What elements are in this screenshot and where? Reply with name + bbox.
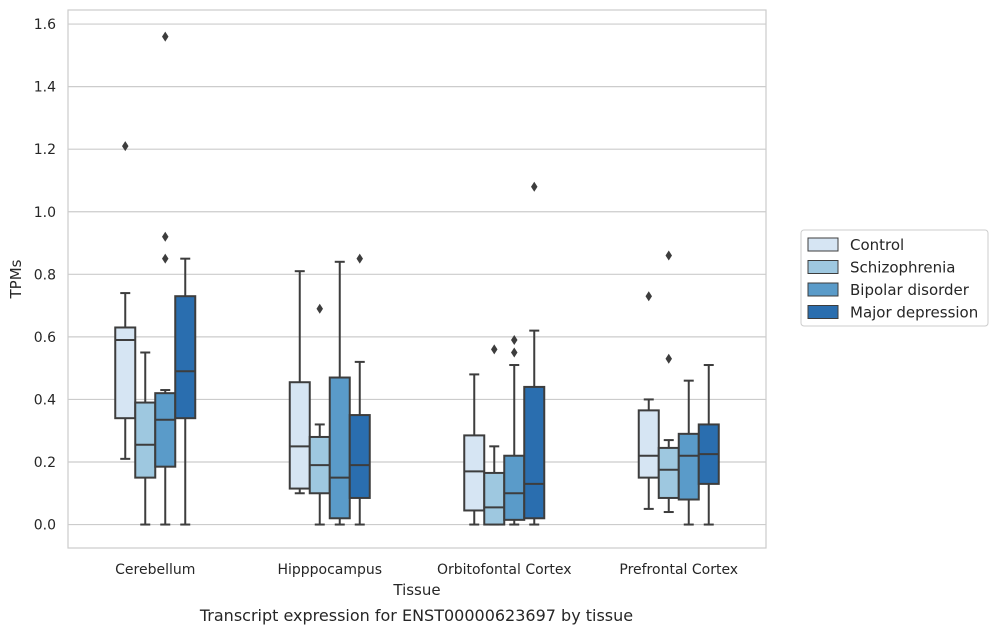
outlier-point (356, 253, 363, 264)
box-bipolar-disorder (503, 334, 526, 526)
outlier-point (511, 334, 518, 345)
outlier-point (531, 181, 538, 192)
x-tick-label: Prefrontal Cortex (619, 562, 738, 578)
box-bipolar-disorder (154, 31, 177, 526)
legend-label: Major depression (850, 304, 978, 322)
box-iqr (328, 376, 351, 520)
legend-swatch (807, 260, 839, 274)
y-tick-labels: 0.0 0.2 0.4 0.6 0.8 1.0 1.2 1.4 1.6 (34, 17, 56, 533)
outlier-point (511, 347, 518, 358)
box-iqr (523, 385, 546, 520)
y-tick-label: 0.4 (34, 392, 56, 408)
box-schizophrenia (483, 344, 506, 526)
y-tick-label: 0.6 (34, 330, 56, 346)
legend: Control Schizophrenia Bipolar disorder Majo… (800, 229, 989, 327)
box-iqr (154, 392, 177, 468)
box-control (288, 270, 311, 495)
box-iqr (114, 326, 137, 420)
box-major-depression (523, 181, 546, 526)
y-tick-label: 1.0 (34, 205, 56, 221)
x-tick-label: Hipppocampus (277, 562, 382, 578)
box-iqr (657, 446, 680, 499)
box-control (637, 291, 660, 510)
box-bipolar-disorder (677, 379, 700, 526)
legend-label: Schizophrenia (850, 259, 955, 277)
legend-swatch (807, 282, 839, 297)
legend-label: Control (850, 236, 904, 254)
y-axis-title: TPMs (7, 259, 25, 299)
outlier-point (162, 31, 169, 42)
outlier-point (665, 353, 672, 364)
x-tick-label: Cerebellum (115, 562, 195, 578)
outlier-point (162, 253, 169, 264)
box-iqr (288, 381, 311, 490)
box-iqr (637, 409, 660, 479)
y-tick-label: 0.8 (34, 267, 56, 283)
x-tick-labels: Cerebellum Hipppocampus Orbitofontal Corte… (115, 562, 738, 578)
box-major-depression (174, 257, 197, 526)
legend-label: Bipolar disorder (850, 281, 970, 299)
outlier-point (491, 344, 498, 355)
outlier-point (162, 231, 169, 242)
box-iqr (503, 454, 526, 521)
y-tick-label: 1.6 (34, 17, 56, 33)
outlier-point (122, 141, 129, 152)
plot-frame (67, 9, 767, 549)
outlier-point (645, 291, 652, 302)
box-iqr (134, 401, 157, 479)
box-iqr (348, 414, 371, 499)
legend-swatch (807, 305, 839, 319)
box-iqr (677, 432, 700, 501)
outlier-point (316, 303, 323, 314)
box-iqr (174, 295, 197, 420)
box-schizophrenia (657, 250, 680, 514)
x-axis-title: Tissue (392, 581, 440, 599)
y-tick-label: 0.0 (34, 518, 56, 534)
legend-frame (800, 229, 989, 327)
box-major-depression (697, 364, 720, 526)
figure-caption: Transcript expression for ENST0000062369… (199, 606, 634, 625)
box-iqr (483, 471, 506, 526)
outlier-point (665, 250, 672, 261)
box-major-depression (348, 253, 371, 526)
x-tick-label: Orbitofontal Cortex (437, 562, 572, 578)
box-control (114, 141, 137, 460)
box-iqr (463, 434, 486, 512)
legend-swatch (807, 237, 839, 252)
box-schizophrenia (134, 351, 157, 526)
y-tick-label: 1.2 (34, 142, 56, 158)
y-tick-label: 1.4 (34, 80, 56, 96)
y-tick-label: 0.2 (34, 455, 56, 471)
box-control (463, 373, 486, 526)
box-bipolar-disorder (328, 260, 351, 526)
box-plots (114, 31, 720, 526)
box-schizophrenia (308, 303, 331, 526)
